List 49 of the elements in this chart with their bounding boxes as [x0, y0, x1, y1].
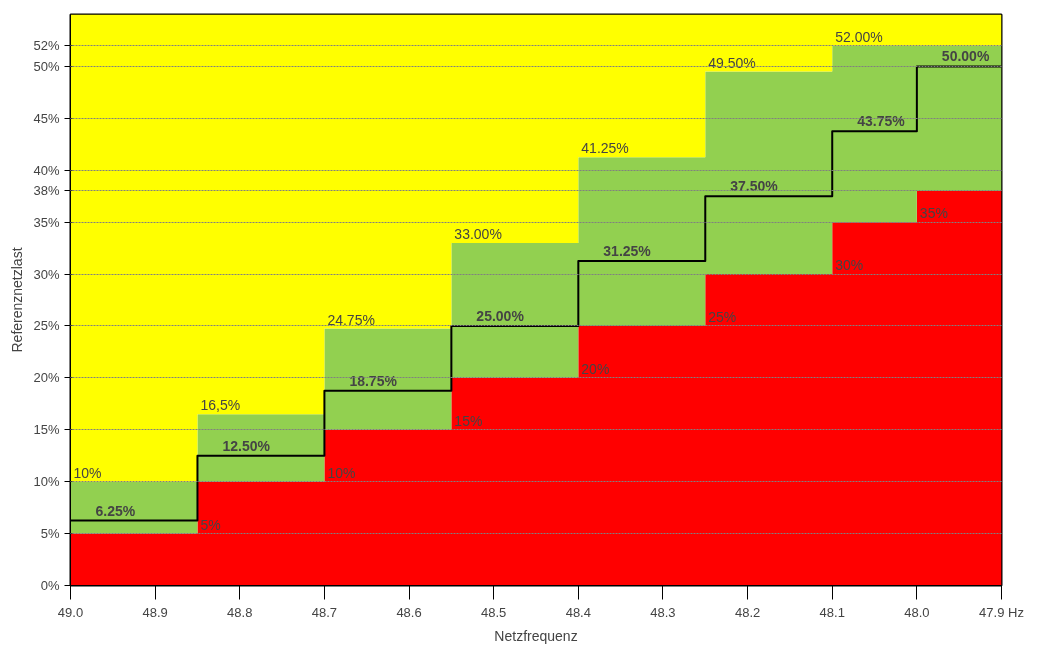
annotation: 24.75% [327, 311, 375, 328]
y-tick-label: 35% [33, 214, 60, 230]
y-tick-label: 10% [33, 474, 60, 490]
y-tick-label: 52% [33, 38, 60, 54]
x-tick-label: 48.2 [734, 604, 761, 620]
y-tick-label: 40% [33, 162, 60, 178]
x-tick-label: 48.5 [481, 604, 507, 620]
annotation: 30% [835, 257, 864, 274]
y-tick-label: 45% [33, 110, 60, 126]
data-label: 6.25% [95, 502, 136, 519]
annotation: 10% [327, 464, 356, 481]
y-tick-label: 20% [33, 370, 60, 386]
x-tick-label: 48.9 [142, 604, 168, 620]
annotation: 41.25% [581, 140, 629, 157]
annotation: 10% [73, 464, 102, 481]
x-tick-label: 48.6 [396, 604, 422, 620]
y-axis-title: Referenznetzlast [9, 247, 26, 353]
annotation: 5% [200, 516, 221, 533]
x-tick-label: 49.0 [57, 604, 84, 620]
data-label: 25.00% [476, 307, 525, 324]
x-axis-title: Netzfrequenz [494, 627, 578, 644]
data-label: 31.25% [603, 243, 652, 260]
data-label: 50.00% [941, 48, 990, 65]
annotation: 52.00% [835, 28, 883, 45]
annotation: 15% [454, 412, 483, 429]
data-label: 43.75% [857, 113, 906, 130]
annotation: 35% [919, 205, 948, 222]
data-label: 18.75% [349, 372, 398, 389]
x-tick-label: 48.7 [311, 604, 338, 620]
data-label: 12.50% [222, 437, 271, 454]
x-tick-label: 48.3 [650, 604, 676, 620]
x-tick-label: 48.8 [227, 604, 253, 620]
y-tick-label: 25% [33, 318, 60, 334]
annotation: 20% [581, 360, 610, 377]
y-tick-label: 5% [40, 526, 60, 542]
y-tick-label: 50% [33, 58, 60, 74]
x-tick-label: 48.0 [904, 604, 930, 620]
y-tick-label: 38% [33, 183, 60, 199]
x-tick-label: 48.1 [819, 604, 845, 620]
x-tick-label: 47.9 Hz [979, 604, 1024, 620]
annotation: 49.50% [708, 54, 756, 71]
y-tick-label: 0% [40, 578, 60, 593]
annotation: 16,5% [200, 397, 241, 414]
y-tick-label: 15% [33, 422, 60, 438]
annotation: 25% [708, 308, 737, 325]
data-label: 37.50% [730, 178, 779, 195]
annotation: 33.00% [454, 225, 502, 242]
x-tick-label: 48.4 [565, 604, 591, 620]
y-tick-label: 30% [33, 266, 60, 282]
